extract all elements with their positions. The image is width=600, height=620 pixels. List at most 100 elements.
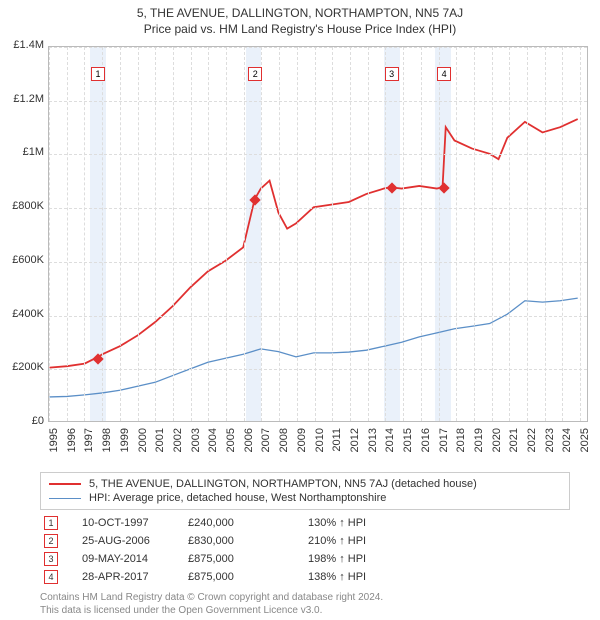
y-tick-label: £1.2M [0,93,44,105]
x-tick-label: 1996 [66,428,78,462]
txn-price: £875,000 [188,571,308,583]
txn-number: 2 [44,534,58,548]
table-row: 225-AUG-2006£830,000210% ↑ HPI [40,532,570,550]
gridline-v [385,47,386,421]
x-tick-label: 2021 [508,428,520,462]
x-tick-label: 2011 [331,428,343,462]
y-tick-label: £800K [0,200,44,212]
txn-price: £240,000 [188,517,308,529]
legend-item: HPI: Average price, detached house, West… [49,491,561,505]
x-tick-label: 2023 [544,428,556,462]
txn-date: 09-MAY-2014 [58,553,188,565]
x-tick-label: 2024 [561,428,573,462]
x-tick-label: 2022 [526,428,538,462]
gridline-h [49,262,587,263]
x-tick-label: 2010 [314,428,326,462]
legend-swatch [49,483,81,485]
gridline-v [562,47,563,421]
gridline-v [350,47,351,421]
gridline-v [439,47,440,421]
gridline-v [580,47,581,421]
txn-date: 28-APR-2017 [58,571,188,583]
chart-title: 5, THE AVENUE, DALLINGTON, NORTHAMPTON, … [0,0,600,20]
x-tick-label: 2020 [491,428,503,462]
txn-date: 10-OCT-1997 [58,517,188,529]
marker-label: 1 [91,67,105,81]
x-tick-label: 2005 [225,428,237,462]
table-row: 110-OCT-1997£240,000130% ↑ HPI [40,514,570,532]
gridline-v [403,47,404,421]
x-tick-label: 2012 [349,428,361,462]
x-tick-label: 2000 [137,428,149,462]
x-tick-label: 1997 [83,428,95,462]
x-tick-label: 2019 [473,428,485,462]
gridline-v [208,47,209,421]
x-tick-label: 2018 [455,428,467,462]
y-tick-label: £1M [0,146,44,158]
x-tick-label: 1995 [48,428,60,462]
copyright-line1: Contains HM Land Registry data © Crown c… [40,592,570,605]
gridline-v [120,47,121,421]
gridline-v [527,47,528,421]
x-tick-label: 2016 [420,428,432,462]
x-tick-label: 2014 [384,428,396,462]
series-line-hpi [49,298,577,397]
gridline-v [279,47,280,421]
gridline-v [421,47,422,421]
gridline-v [102,47,103,421]
txn-pct: 198% ↑ HPI [308,553,448,565]
gridline-h [49,369,587,370]
gridline-v [332,47,333,421]
gridline-h [49,316,587,317]
gridline-v [67,47,68,421]
gridline-v [49,47,50,421]
x-tick-label: 2002 [172,428,184,462]
plot-svg [49,47,587,421]
y-tick-label: £200K [0,361,44,373]
chart-container: 5, THE AVENUE, DALLINGTON, NORTHAMPTON, … [0,0,600,620]
txn-number: 4 [44,570,58,584]
y-tick-label: £400K [0,308,44,320]
legend-label: HPI: Average price, detached house, West… [89,492,386,504]
gridline-v [173,47,174,421]
series-line-property [49,119,577,367]
table-row: 309-MAY-2014£875,000198% ↑ HPI [40,550,570,568]
gridline-v [368,47,369,421]
transactions-table: 110-OCT-1997£240,000130% ↑ HPI225-AUG-20… [40,514,570,586]
x-tick-label: 2013 [367,428,379,462]
x-tick-label: 2001 [154,428,166,462]
x-tick-label: 2015 [402,428,414,462]
x-tick-label: 2025 [579,428,591,462]
table-row: 428-APR-2017£875,000138% ↑ HPI [40,568,570,586]
gridline-h [49,208,587,209]
x-tick-label: 2009 [296,428,308,462]
marker-label: 2 [248,67,262,81]
legend-label: 5, THE AVENUE, DALLINGTON, NORTHAMPTON, … [89,478,477,490]
x-tick-label: 2007 [260,428,272,462]
txn-date: 25-AUG-2006 [58,535,188,547]
x-tick-label: 2003 [190,428,202,462]
txn-number: 3 [44,552,58,566]
x-tick-label: 2017 [438,428,450,462]
legend: 5, THE AVENUE, DALLINGTON, NORTHAMPTON, … [40,472,570,510]
gridline-v [509,47,510,421]
gridline-h [49,101,587,102]
y-tick-label: £0 [0,415,44,427]
txn-price: £875,000 [188,553,308,565]
gridline-v [492,47,493,421]
gridline-v [297,47,298,421]
legend-item: 5, THE AVENUE, DALLINGTON, NORTHAMPTON, … [49,477,561,491]
x-tick-label: 2008 [278,428,290,462]
txn-pct: 138% ↑ HPI [308,571,448,583]
gridline-v [191,47,192,421]
gridline-v [261,47,262,421]
gridline-h [49,154,587,155]
chart-subtitle: Price paid vs. HM Land Registry's House … [0,20,600,40]
legend-swatch [49,498,81,499]
txn-pct: 210% ↑ HPI [308,535,448,547]
gridline-v [474,47,475,421]
gridline-v [545,47,546,421]
marker-label: 3 [385,67,399,81]
gridline-v [244,47,245,421]
x-tick-label: 2004 [207,428,219,462]
